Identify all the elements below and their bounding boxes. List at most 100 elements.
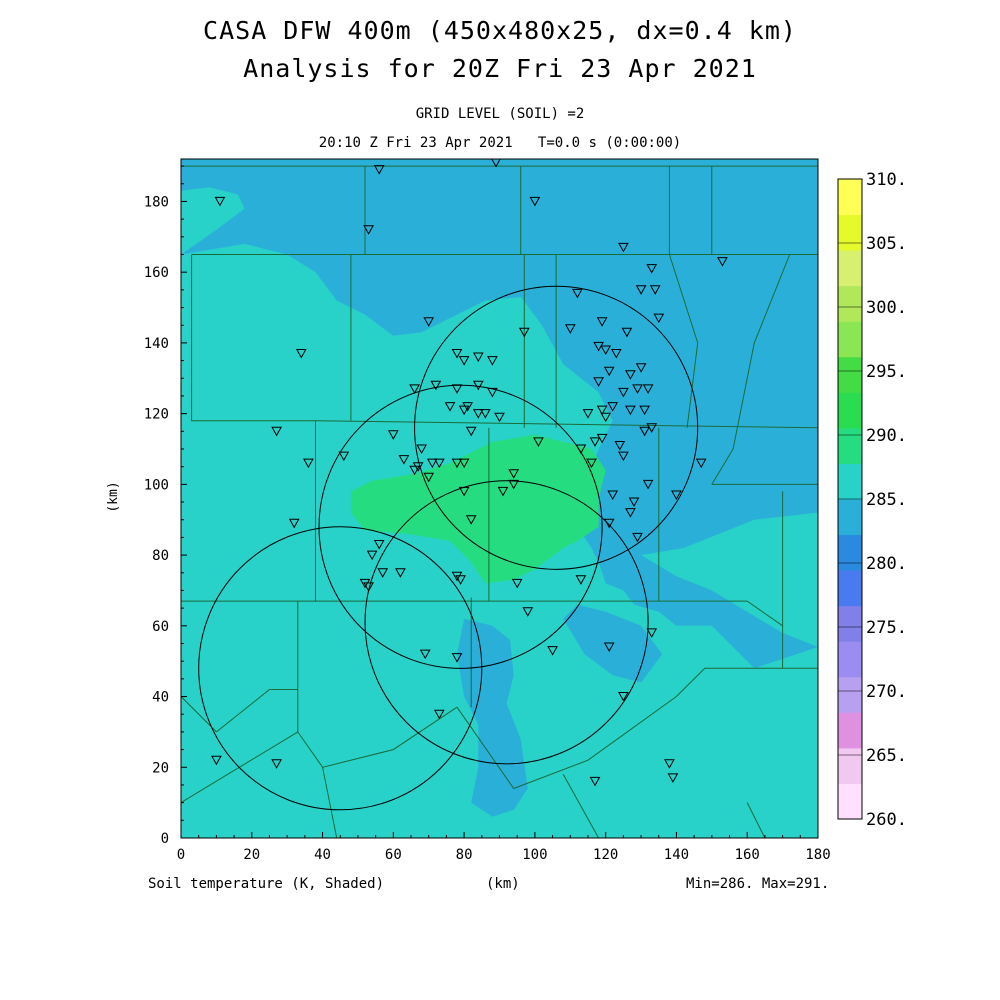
colorbar-label: 310. <box>866 170 907 190</box>
observation-station <box>211 755 222 766</box>
observation-station <box>618 692 629 702</box>
observation-station <box>494 412 505 423</box>
x-tick-label: 120 <box>593 847 618 863</box>
temperature-region-290 <box>350 434 606 584</box>
observation-station <box>373 165 385 175</box>
x-tick-label: 80 <box>456 847 473 863</box>
x-axis-label: (km) <box>486 876 520 892</box>
grid-level-label: GRID LEVEL (SOIL) =2 <box>415 106 585 122</box>
temperature-region-288 <box>181 187 245 255</box>
observation-station <box>433 709 445 720</box>
observation-station <box>589 437 601 447</box>
y-tick-label: 100 <box>144 477 169 493</box>
observation-station <box>451 653 463 663</box>
observation-station <box>607 402 619 412</box>
colorbar-swatch <box>838 499 862 536</box>
observation-station <box>603 518 615 529</box>
observation-station <box>295 349 307 359</box>
y-tick-label: 80 <box>152 548 169 564</box>
observation-station <box>518 327 530 338</box>
observation-station <box>717 257 728 267</box>
observation-station <box>575 444 587 455</box>
colorbar-label: 290. <box>866 426 907 446</box>
variable-label: Soil temperature (K, Shaded) <box>148 876 385 892</box>
observation-station <box>465 426 477 437</box>
observation-station <box>338 451 350 462</box>
county-boundary <box>711 254 791 485</box>
colorbar: 260. 265. 270. 275. 280. 285. 290. 295. 300. 305.… <box>837 170 907 830</box>
observation-station <box>303 458 314 469</box>
y-tick-label: 0 <box>161 831 169 847</box>
colorbar-swatch <box>838 285 862 322</box>
observation-station <box>649 285 661 295</box>
colorbar-label: 295. <box>866 362 907 382</box>
observation-station <box>695 458 707 469</box>
observation-station <box>607 490 619 501</box>
observation-station <box>508 479 520 490</box>
colorbar-swatch <box>838 214 862 251</box>
observation-station <box>387 430 399 440</box>
observation-station <box>618 387 629 398</box>
x-tick-label: 100 <box>522 847 547 863</box>
y-tick-label: 180 <box>144 194 169 210</box>
x-tick-label: 20 <box>243 847 260 863</box>
observation-station <box>572 288 583 299</box>
observation-station <box>458 486 470 497</box>
observation-station <box>522 607 534 617</box>
colorbar-label: 270. <box>866 682 907 702</box>
min-max-label: Min=286. Max=291. <box>686 876 830 892</box>
colorbar-swatch <box>838 534 862 571</box>
observation-station <box>511 578 523 589</box>
colorbar-swatch <box>838 463 862 500</box>
observation-station <box>395 568 406 578</box>
observation-station <box>593 377 604 387</box>
colorbar-swatch <box>838 427 862 464</box>
observation-station <box>419 649 431 660</box>
y-tick-label: 140 <box>144 336 169 352</box>
colorbar-swatch <box>838 605 862 642</box>
county-boundary <box>297 706 458 768</box>
county-boundary <box>746 600 783 627</box>
colorbar-label: 265. <box>866 746 907 766</box>
observation-station <box>575 575 587 585</box>
colorbar-label: 275. <box>866 618 907 638</box>
chart-subtitle: Analysis for 20Z Fri 23 Apr 2021 <box>243 54 757 83</box>
colorbar-swatch <box>838 676 862 713</box>
y-tick-label: 120 <box>144 407 169 423</box>
x-tick-label: 60 <box>385 847 402 863</box>
observation-station <box>451 384 463 394</box>
x-tick-label: 140 <box>664 847 689 863</box>
observation-station <box>586 458 597 469</box>
observation-station <box>462 402 473 412</box>
county-boundary <box>562 774 600 838</box>
observation-station <box>646 264 658 274</box>
observation-station <box>618 451 629 462</box>
radar-range-ring <box>198 526 483 811</box>
observation-station <box>625 508 636 518</box>
x-tick-label: 0 <box>177 847 185 863</box>
observation-station <box>564 324 576 334</box>
observation-station <box>639 426 650 437</box>
observation-station <box>451 458 463 469</box>
colorbar-label: 260. <box>866 810 907 830</box>
observation-station <box>646 423 658 433</box>
valid-time-label: 20:10 Z Fri 23 Apr 2021 T=0.0 s (0:00:00… <box>318 135 682 151</box>
x-tick-label: 40 <box>314 847 331 863</box>
observation-station <box>472 352 484 363</box>
observation-station <box>409 384 420 394</box>
observation-station <box>423 472 435 483</box>
observation-station <box>614 441 626 451</box>
observation-station <box>642 479 654 490</box>
observation-station <box>667 773 679 783</box>
y-axis-label: (km) <box>106 481 121 512</box>
colorbar-swatch <box>838 783 862 820</box>
observation-station <box>423 317 435 327</box>
x-tick-label: 160 <box>735 847 760 863</box>
observation-station <box>444 402 456 412</box>
observation-station <box>271 759 282 769</box>
colorbar-label: 300. <box>866 298 907 318</box>
observation-station <box>472 380 484 391</box>
colorbar-swatch <box>838 747 862 784</box>
temperature-region-285 <box>457 618 528 817</box>
observation-station <box>621 327 633 338</box>
